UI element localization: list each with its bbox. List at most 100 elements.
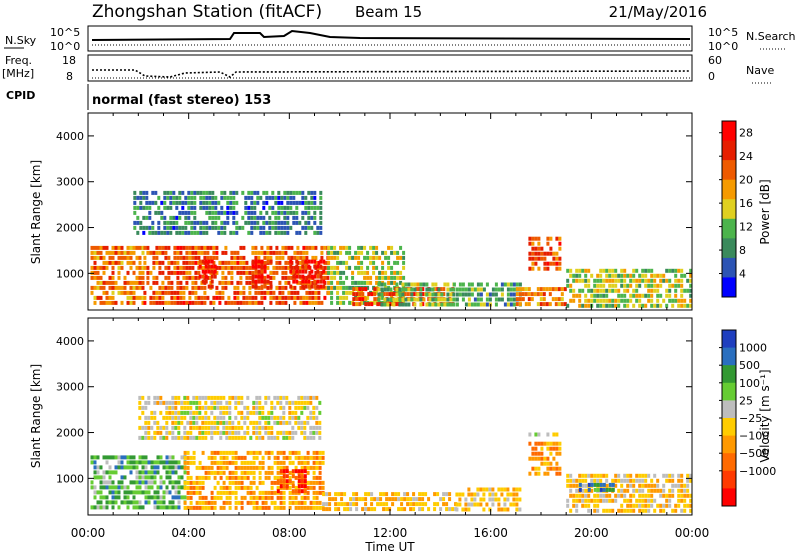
velocity-cell-978 (261, 435, 265, 440)
velocity-cell-1422 (599, 478, 603, 483)
power-cell-1438 (364, 287, 368, 292)
velocity-cell-47 (108, 475, 112, 480)
power-cell-1775 (537, 256, 541, 261)
power-cell-1129 (283, 230, 287, 235)
velocity-cell-169 (153, 495, 157, 500)
power-cell-291 (188, 275, 192, 280)
velocity-cell-19 (96, 500, 100, 505)
power-cell-1008 (226, 210, 230, 215)
power-cell-1615 (452, 292, 456, 297)
velocity-cell-1599 (689, 493, 693, 498)
power-cell-1203 (319, 210, 323, 215)
velocity-cell-1206 (436, 502, 440, 507)
velocity-cell-1533 (653, 483, 657, 488)
power-cell-3 (90, 265, 94, 270)
power-cell-697 (198, 264, 202, 269)
x-tick-label: 16:00 (473, 526, 508, 540)
power-cell-1271 (348, 250, 352, 255)
power-cell-554 (281, 245, 285, 250)
velocity-cell-772 (174, 410, 178, 415)
power-cell-1199 (319, 190, 323, 195)
velocity-cell-530 (279, 495, 283, 500)
velocity-cell-1382 (581, 478, 585, 483)
power-cell-671 (320, 245, 324, 250)
velocity-cell-388 (231, 455, 235, 460)
power-cell-1895 (611, 268, 615, 273)
velocity-cell-1073 (309, 395, 313, 400)
power-cell-41 (102, 280, 106, 285)
velocity-cell-1437 (605, 493, 609, 498)
velocity-cell-1585 (683, 483, 687, 488)
power-cell-1085 (265, 220, 269, 225)
power-cell-352 (206, 295, 210, 300)
velocity-cell-237 (177, 500, 181, 505)
power-cell-1977 (650, 283, 654, 288)
power-cell-1177 (307, 205, 311, 210)
velocity-cell-1366 (572, 498, 576, 503)
power-cell-1773 (537, 246, 541, 251)
power-cell-1439 (364, 297, 368, 302)
velocity-cell-1134 (355, 507, 359, 512)
velocity-cell-1303 (534, 456, 538, 461)
velocity-cell-447 (252, 455, 256, 460)
velocity-cell-1518 (644, 508, 648, 513)
power-cell-361 (212, 245, 216, 250)
power-cell-1241 (336, 285, 340, 290)
power-cell-539 (275, 260, 279, 265)
velocity-cell-267 (186, 485, 190, 490)
power-cell-1923 (623, 278, 627, 283)
power-cell-1359 (381, 260, 385, 265)
power-cell-541 (275, 270, 279, 275)
velocity-cell-1387 (581, 503, 585, 508)
velocity-cell-561 (291, 460, 295, 465)
power-cell-243 (176, 245, 180, 250)
power-cell-1900 (611, 298, 615, 303)
power-cell-1320 (366, 265, 370, 270)
power-cell-413 (230, 300, 234, 305)
velocity-cell-346 (216, 490, 220, 495)
velocity-cell-495 (267, 505, 271, 510)
velocity-cell-794 (183, 410, 187, 415)
velocity-cell-723 (150, 425, 154, 430)
power-cell-1071 (259, 215, 263, 220)
power-cell-906 (181, 225, 185, 230)
velocity-cell-1450 (614, 478, 618, 483)
power-cell-1850 (590, 288, 594, 293)
power-cell-617 (299, 300, 303, 305)
velocity-cell-1305 (534, 471, 538, 476)
power-cell-2041 (686, 288, 690, 293)
velocity-cell-424 (243, 465, 247, 470)
power-cell-1023 (232, 220, 236, 225)
velocity-cell-339 (213, 500, 217, 505)
power-cell-888 (175, 195, 179, 200)
velocity-cell-465 (258, 460, 262, 465)
power-cell-456 (245, 300, 249, 305)
power-cell-1209 (327, 250, 331, 255)
power-cell-396 (224, 275, 228, 280)
power-cell-2000 (662, 298, 666, 303)
velocity-cell-1519 (647, 473, 651, 478)
power-cell-106 (126, 270, 130, 275)
power-cell-63 (111, 255, 115, 260)
power-cell-1352 (378, 255, 382, 260)
velocity-cell-1120 (343, 492, 347, 497)
power-cell-562 (281, 295, 285, 300)
power-cell-1100 (274, 200, 278, 205)
power-cell-1406 (399, 245, 403, 250)
power-cell-29 (99, 255, 103, 260)
velocity-cell-1610 (596, 482, 600, 487)
velocity-cell-824 (195, 410, 199, 415)
power-cell-776 (304, 284, 308, 289)
power-cell-962 (205, 220, 209, 225)
power-cell-2003 (665, 288, 669, 293)
velocity-cell-1107 (328, 502, 332, 507)
velocity-colorbar-tick-label: 1000 (739, 342, 767, 355)
power-cell-195 (158, 270, 162, 275)
power-cell-767 (301, 264, 305, 269)
power-cell-1005 (226, 195, 230, 200)
power-cell-1174 (304, 230, 308, 235)
power-cell-1136 (286, 220, 290, 225)
velocity-cell-502 (270, 495, 274, 500)
velocity-cell-917 (234, 395, 238, 400)
power-cell-809 (133, 210, 137, 215)
